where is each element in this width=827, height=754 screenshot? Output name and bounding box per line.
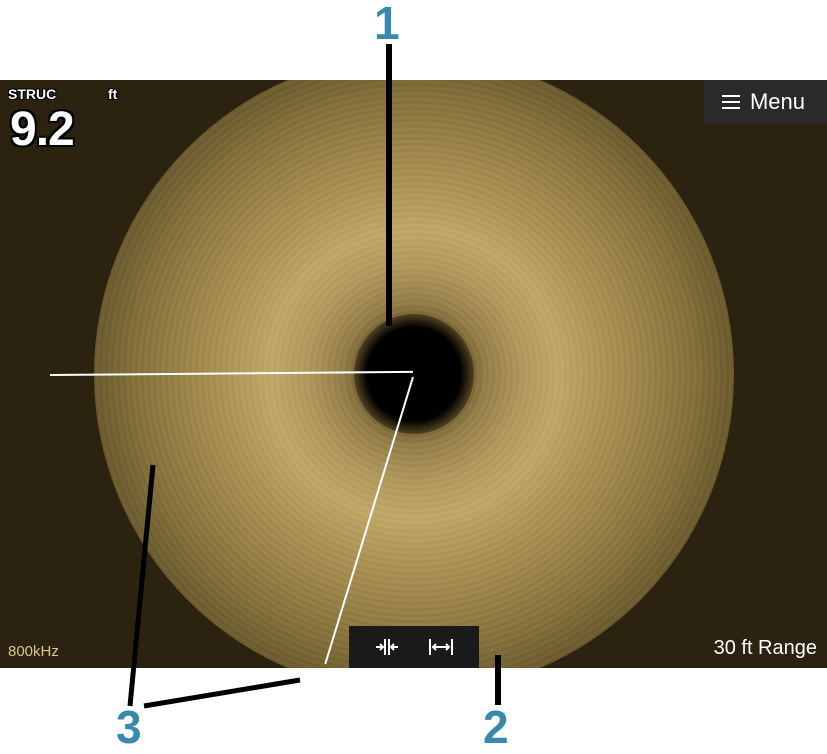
- sonar-center: [354, 314, 474, 434]
- menu-label: Menu: [750, 89, 805, 115]
- callout-line-1: [386, 44, 392, 326]
- depth-value: 9.2: [10, 102, 74, 157]
- callout-number-1: 1: [374, 0, 400, 50]
- callout-line-2: [495, 655, 501, 705]
- wide-range-icon[interactable]: [423, 634, 459, 660]
- callout-number-2: 2: [483, 700, 509, 754]
- depth-source-label: STRUC: [8, 86, 56, 102]
- menu-button[interactable]: Menu: [704, 80, 827, 124]
- narrow-range-icon[interactable]: [369, 634, 405, 660]
- frequency-label: 800kHz: [8, 643, 59, 660]
- sonar-display: STRUC ft 9.2 Menu 800kHz 30 ft Range: [0, 80, 827, 668]
- callout-number-3: 3: [116, 700, 142, 754]
- hamburger-icon: [722, 95, 740, 109]
- range-label: 30 ft Range: [714, 637, 817, 660]
- zoom-toolbar: [349, 626, 479, 668]
- depth-unit-label: ft: [108, 86, 117, 102]
